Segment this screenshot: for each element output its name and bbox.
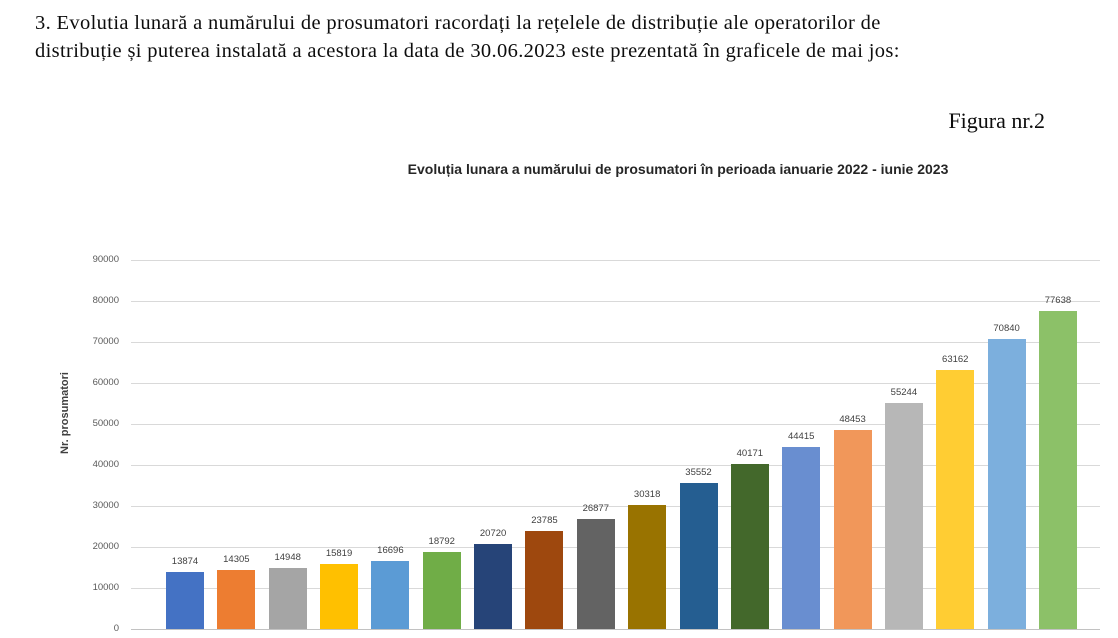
bar: [936, 370, 975, 629]
gridline: [131, 464, 1100, 466]
y-tick-label: 70000: [92, 336, 119, 347]
bar: [268, 567, 307, 629]
plot-area: 13874 14305 14948 15819 16696 18792 20720 23785…: [131, 259, 1100, 630]
bar: [576, 518, 615, 629]
gridline: [131, 259, 1100, 261]
y-tick-label: 0: [113, 623, 119, 634]
gridline: [131, 341, 1100, 343]
bar-data-label: 77638: [1044, 294, 1072, 306]
paragraph-line-2: distribuție și puterea instalată a acest…: [35, 40, 900, 62]
gridline: [131, 505, 1100, 507]
paragraph: 3. Evolutia lunară a numărului de prosum…: [35, 9, 900, 65]
bar-data-label: 18792: [428, 535, 455, 547]
paragraph-line-1: 3. Evolutia lunară a numărului de prosum…: [35, 12, 881, 34]
bar: [166, 572, 204, 629]
y-tick-label: 40000: [92, 459, 119, 470]
bar-data-label: 48453: [839, 414, 866, 426]
gridline: [131, 546, 1100, 548]
bar-data-label: 40171: [736, 448, 764, 460]
bar-data-label: 20720: [479, 528, 507, 540]
bar: [320, 564, 359, 629]
bar: [987, 338, 1026, 629]
chart-title: Evoluția lunara a numărului de prosumato…: [407, 161, 949, 177]
bar-data-label: 26877: [582, 502, 610, 514]
bar: [679, 483, 718, 629]
bar: [730, 464, 769, 629]
bar: [1038, 310, 1077, 629]
bar-data-label: 13874: [171, 556, 199, 568]
x-axis-line: [131, 628, 1100, 630]
bar-data-label: 63162: [942, 354, 969, 366]
bar-data-label: 35552: [685, 467, 712, 479]
gridline: [131, 382, 1100, 384]
bar-data-label: 30318: [633, 488, 661, 500]
bar: [217, 570, 256, 629]
figure-label: Figura nr.2: [948, 108, 1045, 133]
gridline: [131, 423, 1100, 425]
y-tick-label: 30000: [92, 500, 119, 511]
gridline: [131, 587, 1100, 589]
bar: [371, 560, 410, 629]
bar-data-label: 44415: [787, 430, 815, 442]
bar-data-label: 55244: [890, 386, 918, 398]
bar-data-label: 16696: [377, 544, 404, 556]
bar: [422, 551, 461, 629]
bar-data-label: 14305: [223, 554, 250, 566]
bar: [474, 544, 513, 629]
y-tick-label: 10000: [92, 582, 119, 593]
bar-data-label: 15819: [325, 548, 353, 560]
gridline: [131, 300, 1100, 302]
y-tick-label: 80000: [92, 295, 119, 306]
bar: [525, 531, 564, 629]
bar-data-label: 23785: [531, 515, 558, 527]
bar: [782, 446, 821, 629]
y-tick-label: 90000: [92, 254, 119, 265]
bar: [884, 402, 923, 629]
y-tick-label: 60000: [92, 377, 119, 388]
y-tick-label: 50000: [92, 418, 119, 429]
bar-data-label: 14948: [274, 551, 301, 563]
bar-data-label: 70840: [993, 322, 1020, 334]
y-tick-label: 20000: [92, 541, 119, 552]
bar: [628, 504, 667, 629]
bar: [833, 430, 872, 629]
